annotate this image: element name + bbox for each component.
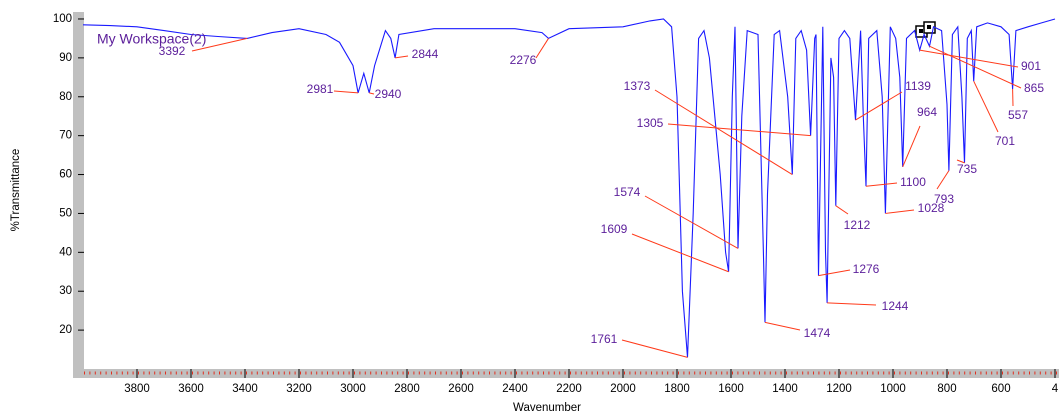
y-tick-label: 100 bbox=[53, 13, 72, 25]
x-tick-label: 1200 bbox=[826, 383, 852, 395]
peak-label: 2276 bbox=[510, 53, 537, 67]
x-tick-label: 2400 bbox=[502, 383, 528, 395]
x-axis-bar bbox=[73, 369, 1059, 378]
peak-label: 1761 bbox=[591, 332, 618, 346]
x-tick-label: 800 bbox=[937, 383, 956, 395]
peak-leader bbox=[902, 125, 921, 167]
peak-label: 865 bbox=[1024, 81, 1044, 95]
peak-label: 701 bbox=[995, 134, 1015, 148]
peak-leader bbox=[973, 80, 999, 133]
peak-label: 901 bbox=[1021, 59, 1041, 73]
x-tick-label: 3200 bbox=[286, 383, 312, 395]
peak-label: 1609 bbox=[601, 222, 628, 236]
y-axis-label: %Transmittance bbox=[10, 149, 22, 232]
peak-label: 1574 bbox=[614, 185, 641, 199]
y-tick-label: 60 bbox=[59, 169, 72, 181]
peak-leader bbox=[621, 339, 688, 358]
x-tick-label: 3400 bbox=[232, 383, 258, 395]
peak-leader bbox=[835, 205, 849, 215]
peak-leader bbox=[827, 302, 877, 306]
peak-leader bbox=[333, 90, 359, 94]
x-tick-label: 2600 bbox=[448, 383, 474, 395]
x-axis-label: Wavenumber bbox=[513, 402, 581, 414]
x-tick-label: 1600 bbox=[718, 383, 744, 395]
x-tick-label: 600 bbox=[991, 383, 1010, 395]
peak-label: 964 bbox=[917, 105, 937, 119]
peak-label: 1474 bbox=[804, 326, 831, 340]
y-axis-bar bbox=[73, 12, 84, 378]
y-tick-label: 50 bbox=[59, 207, 72, 219]
y-tick-label: 70 bbox=[59, 130, 72, 142]
peak-label: 1373 bbox=[624, 79, 651, 93]
peak-label: 1100 bbox=[900, 175, 926, 189]
peak-label: 1139 bbox=[905, 79, 931, 93]
y-tick-label: 90 bbox=[59, 52, 72, 64]
peak-leader bbox=[865, 182, 898, 187]
peak-leader bbox=[885, 209, 915, 214]
peak-label: 1212 bbox=[844, 218, 871, 232]
peak-leader bbox=[667, 123, 811, 137]
toolbar-icon[interactable] bbox=[915, 21, 936, 38]
peak-label: 557 bbox=[1008, 108, 1028, 122]
peak-label: 2844 bbox=[412, 47, 439, 61]
series-name: My Workspace(2) bbox=[97, 31, 206, 47]
peak-label: 1244 bbox=[882, 299, 909, 313]
peak-leader bbox=[919, 49, 1019, 68]
x-tick-label: 3800 bbox=[124, 383, 150, 395]
peak-leader bbox=[929, 45, 1022, 89]
x-tick-label: 2800 bbox=[394, 383, 420, 395]
peak-label: 735 bbox=[957, 162, 977, 176]
peak-leader bbox=[956, 159, 965, 164]
y-tick-label: 80 bbox=[59, 91, 72, 103]
peak-label: 2981 bbox=[307, 82, 334, 96]
peak-label: 2940 bbox=[375, 87, 402, 101]
peak-leader bbox=[631, 233, 729, 273]
peak-label: 3392 bbox=[159, 44, 186, 58]
peak-leader bbox=[369, 92, 375, 95]
peak-leader bbox=[395, 55, 409, 59]
peak-leader bbox=[855, 91, 903, 121]
peak-leader bbox=[764, 321, 801, 331]
peak-label: 793 bbox=[934, 192, 954, 206]
x-tick-label: 3000 bbox=[340, 383, 366, 395]
y-tick-label: 30 bbox=[59, 285, 72, 297]
peak-label: 1028 bbox=[918, 201, 945, 215]
x-tick-label: 1400 bbox=[772, 383, 798, 395]
peak-label: 1305 bbox=[637, 116, 664, 130]
x-tick-label: 2000 bbox=[610, 383, 636, 395]
y-tick-label: 20 bbox=[59, 324, 72, 336]
y-tick-label: 40 bbox=[59, 246, 72, 258]
x-tick-label: 3600 bbox=[178, 383, 204, 395]
peak-leader bbox=[818, 269, 851, 277]
peak-label: 1276 bbox=[853, 262, 880, 276]
peak-leader bbox=[936, 170, 950, 190]
peak-leader bbox=[535, 38, 549, 59]
x-tick-label: 2200 bbox=[556, 383, 582, 395]
peak-leader bbox=[191, 37, 248, 52]
peak-leader bbox=[654, 89, 793, 175]
peak-leader bbox=[644, 195, 739, 249]
x-tick-label: 1000 bbox=[880, 383, 906, 395]
x-tick-label: 1800 bbox=[664, 383, 690, 395]
x-tick-label: 4 bbox=[1052, 383, 1059, 395]
spectrum-line bbox=[82, 18, 1056, 358]
